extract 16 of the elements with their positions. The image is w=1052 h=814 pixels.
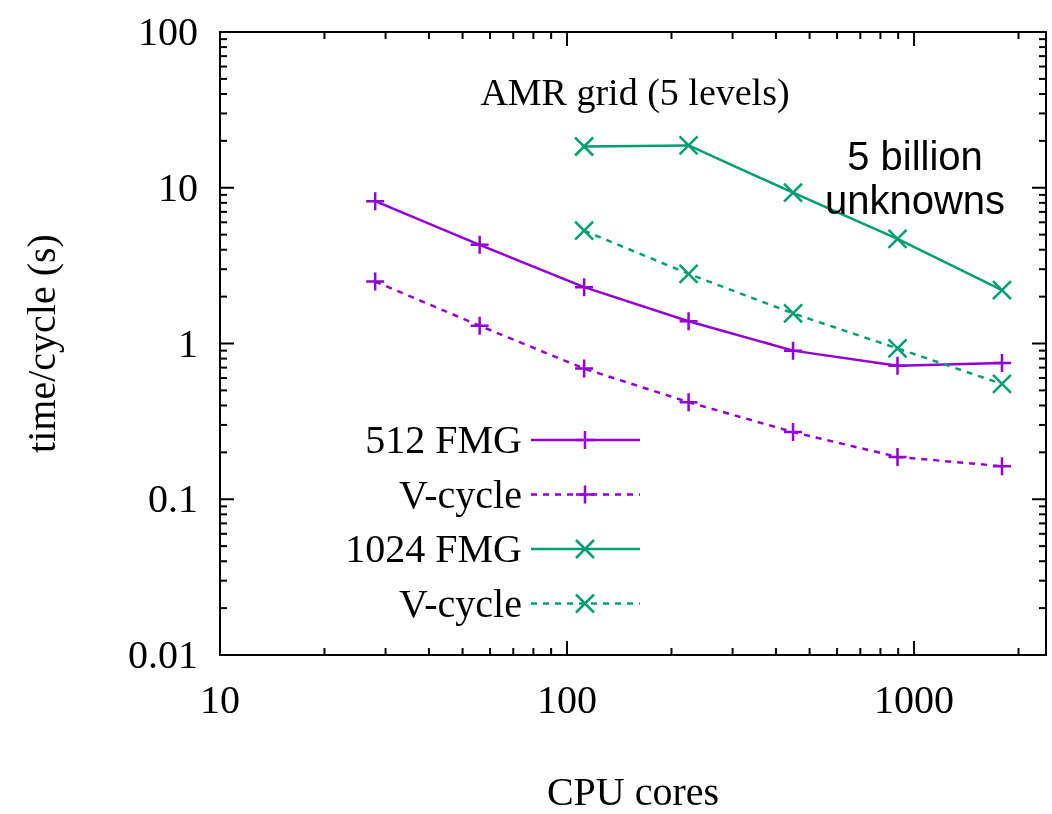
annotation: 5 billion unknowns — [824, 134, 1006, 222]
annotation: AMR grid (5 levels) — [480, 71, 790, 114]
y-tick-label: 100 — [138, 9, 198, 54]
legend-label: 1024 FMG — [345, 526, 522, 571]
y-axis-title: time/cycle (s) — [19, 234, 64, 453]
y-tick-label: 0.01 — [128, 632, 198, 677]
legend-label: V-cycle — [399, 580, 522, 626]
x-tick-label: 100 — [537, 677, 598, 722]
x-axis-title: CPU cores — [546, 769, 720, 814]
x-tick-label: 10 — [200, 677, 240, 722]
y-tick-label: 1 — [178, 320, 198, 366]
y-tick-label: 0.1 — [148, 476, 198, 522]
x-tick-label: 1000 — [874, 677, 955, 722]
legend-label: 512 FMG — [365, 417, 522, 462]
legend-label: V-cycle — [399, 471, 522, 517]
y-tick-label: 10 — [158, 164, 198, 210]
